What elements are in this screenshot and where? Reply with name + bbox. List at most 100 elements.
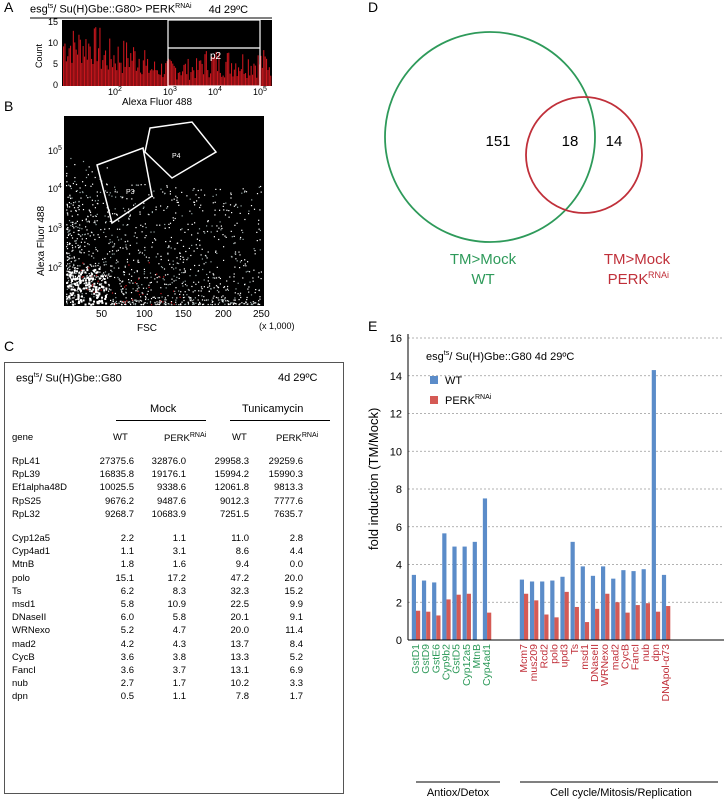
scatter-dot bbox=[197, 299, 199, 301]
scatter-dot bbox=[70, 277, 72, 280]
panel-c-row-b-gene-7: WRNexo bbox=[12, 625, 51, 637]
scatter-dot bbox=[179, 252, 181, 254]
scatter-dot bbox=[238, 304, 240, 306]
scatter-dot bbox=[105, 222, 107, 224]
histogram-bin bbox=[71, 62, 73, 86]
scatter-dot bbox=[164, 304, 167, 306]
scatter-dot bbox=[156, 303, 158, 305]
scatter-dot bbox=[75, 259, 77, 261]
scatter-dot bbox=[121, 301, 123, 303]
scatter-dot bbox=[180, 255, 182, 257]
histogram-bin bbox=[193, 70, 195, 86]
scatter-dot bbox=[98, 287, 101, 289]
scatter-dot bbox=[193, 302, 195, 304]
histogram-bin bbox=[107, 69, 109, 86]
scatter-dot bbox=[67, 196, 69, 198]
scatter-dot bbox=[174, 248, 176, 250]
scatter-dot bbox=[235, 203, 237, 205]
scatter-dot bbox=[215, 194, 217, 196]
histogram-bin bbox=[133, 47, 135, 86]
scatter-dot bbox=[167, 295, 169, 297]
scatter-dot bbox=[189, 198, 191, 200]
scatter-dot bbox=[175, 303, 177, 305]
panel-c-row-b-gene-2: MtnB bbox=[12, 559, 35, 571]
scatter-dot bbox=[72, 292, 75, 295]
scatter-dot bbox=[135, 184, 137, 186]
histogram-bin bbox=[264, 56, 266, 86]
scatter-dot bbox=[112, 298, 114, 301]
histogram-bin bbox=[119, 62, 121, 86]
scatter-dot bbox=[118, 239, 120, 241]
xtick-label-MtnB: MtnB bbox=[471, 644, 483, 669]
scatter-dot bbox=[199, 302, 201, 304]
scatter-dot bbox=[115, 297, 117, 299]
scatter-dot bbox=[69, 292, 72, 295]
scatter-dot bbox=[68, 257, 70, 259]
scatter-dot bbox=[116, 228, 119, 230]
histogram-bin bbox=[86, 59, 88, 86]
scatter-dot bbox=[87, 174, 89, 176]
scatter-dot bbox=[259, 229, 261, 232]
scatter-dot bbox=[96, 220, 98, 222]
scatter-dot bbox=[211, 299, 213, 301]
panel-c-row-b-value-0-3: 2.8 bbox=[289, 533, 303, 544]
scatter-dot bbox=[203, 303, 205, 305]
scatter-dot bbox=[141, 292, 143, 294]
scatter-dot bbox=[66, 295, 68, 298]
scatter-dot bbox=[143, 271, 146, 273]
scatter-dot bbox=[257, 303, 259, 306]
scatter-dot bbox=[190, 298, 192, 300]
scatter-dot bbox=[78, 300, 80, 303]
scatter-dot bbox=[233, 280, 235, 282]
scatter-dot bbox=[93, 296, 95, 298]
scatter-dot bbox=[89, 298, 92, 301]
scatter-dot bbox=[131, 198, 133, 200]
scatter-dot bbox=[104, 257, 106, 260]
histogram-bin bbox=[270, 75, 272, 86]
scatter-dot bbox=[209, 283, 211, 285]
scatter-dot bbox=[198, 228, 201, 230]
scatter-dot bbox=[256, 231, 258, 233]
scatter-dot bbox=[184, 271, 186, 273]
scatter-dot bbox=[164, 297, 166, 299]
scatter-dot bbox=[142, 287, 145, 289]
scatter-dot bbox=[89, 300, 91, 302]
scatter-dot bbox=[92, 279, 94, 281]
scatter-dot bbox=[164, 227, 166, 229]
histogram-bin bbox=[166, 61, 168, 86]
scatter-dot bbox=[98, 277, 101, 280]
histogram-bin bbox=[99, 27, 101, 86]
scatter-dot bbox=[107, 211, 109, 213]
scatter-dot bbox=[176, 297, 178, 299]
scatter-dot bbox=[77, 286, 79, 288]
scatter-dot bbox=[66, 273, 69, 276]
scatter-dot bbox=[180, 291, 182, 293]
scatter-dot bbox=[66, 256, 68, 258]
scatter-dot bbox=[170, 303, 172, 305]
venn-label-wt-line1: TM>Mock bbox=[450, 251, 517, 268]
panel-c-row-b-value-11-1: 1.7 bbox=[172, 678, 186, 690]
histogram-bin bbox=[247, 59, 249, 86]
histogram-bin bbox=[102, 60, 104, 86]
histogram-bin bbox=[124, 66, 126, 86]
scatter-dot bbox=[112, 246, 114, 248]
scatter-dot bbox=[141, 284, 143, 286]
scatter-dot bbox=[76, 298, 78, 300]
histogram-bin bbox=[236, 76, 238, 86]
scatter-dot bbox=[92, 252, 94, 254]
scatter-dot bbox=[148, 214, 150, 216]
scatter-dot bbox=[159, 300, 161, 302]
scatter-dot bbox=[125, 291, 127, 293]
scatter-dot bbox=[197, 270, 200, 272]
scatter-dot bbox=[166, 185, 168, 187]
scatter-dot bbox=[106, 293, 108, 296]
scatter-dot bbox=[84, 303, 87, 306]
scatter-dot bbox=[162, 278, 164, 280]
scatter-dot bbox=[91, 273, 94, 276]
panel-c-row-b-value-5-3: 9.9 bbox=[289, 599, 303, 610]
scatter-dot bbox=[72, 283, 75, 285]
xtick-label-mus209: mus209 bbox=[528, 644, 540, 682]
scatter-dot bbox=[70, 157, 72, 160]
histogram-bin bbox=[187, 58, 189, 86]
scatter-dot bbox=[79, 281, 82, 283]
